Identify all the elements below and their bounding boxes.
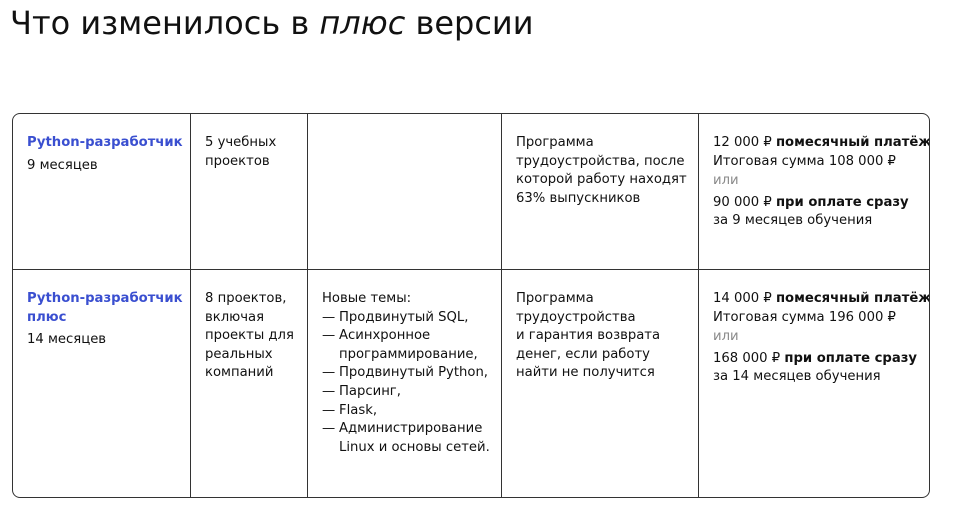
text-line: найти не получится xyxy=(516,365,655,381)
topic-text: Продвинутый Python, xyxy=(339,364,488,383)
title-end: версии xyxy=(415,4,534,42)
topic-text: Администрирование Linux и основы сетей. xyxy=(339,420,490,457)
text-line: Продвинутый SQL, xyxy=(339,309,469,325)
comparison-table: Python-разработчик 9 месяцев 5 учебных прое… xyxy=(12,113,930,498)
topic-item: — Flask, xyxy=(322,402,493,421)
text-line: трудоустройства, после xyxy=(516,153,685,169)
table-cell: Программа трудоустройства и гарантия возвр… xyxy=(502,270,699,497)
bullet: — xyxy=(322,421,336,437)
text-line: трудоустройства xyxy=(516,309,636,325)
text-line: Программа xyxy=(516,135,594,150)
text-line: Python-разработчик xyxy=(27,135,183,150)
label: при оплате сразу xyxy=(775,194,909,210)
label: при оплате сразу xyxy=(784,350,918,366)
total: Итоговая сумма 196 000 ₽ xyxy=(713,309,896,325)
title: Что изменилось в плюс версии xyxy=(10,0,534,46)
amount: 168 000 ₽ xyxy=(713,350,781,366)
label: помесячный платёж xyxy=(775,135,930,150)
or: или xyxy=(713,173,739,189)
monthly-price: 14 000 ₽ помесячный платёж xyxy=(713,290,929,309)
text-line: включая xyxy=(205,309,265,325)
duration: 9 месяцев xyxy=(27,157,98,173)
text-line: которой работу находят xyxy=(516,172,687,188)
table-cell: Новые темы: — Продвинутый SQL, — Асинхронное… xyxy=(308,270,502,497)
topic-item: — Парсинг, xyxy=(322,383,493,402)
table-cell: 12 000 ₽ помесячный платёж Итоговая сумма… xyxy=(699,114,929,270)
text-line: 5 учебных xyxy=(205,135,277,150)
amount: 90 000 ₽ xyxy=(713,194,772,210)
bullet: — xyxy=(322,402,336,418)
text-line: Парсинг, xyxy=(339,383,401,399)
total: Итоговая сумма 108 000 ₽ xyxy=(713,153,896,169)
topic-text: Flask, xyxy=(339,402,377,421)
table-cell: 8 проектов, включая проекты для реальных ком… xyxy=(191,270,308,497)
text-line: плюс xyxy=(27,309,67,325)
text-line: реальных xyxy=(205,346,273,362)
term: за 9 месяцев обучения xyxy=(713,213,873,229)
text-line: проекты для xyxy=(205,328,294,344)
table-cell: Python-разработчик плюс 14 месяцев xyxy=(13,270,191,497)
bullet: — xyxy=(322,328,336,344)
upfront-price: 90 000 ₽ при оплате сразу xyxy=(713,194,921,213)
topic-text: Продвинутый SQL, xyxy=(339,309,468,328)
text-line: Python-разработчик xyxy=(27,291,183,306)
text-line: Продвинутый Python, xyxy=(339,365,489,381)
text-line: и гарантия возврата xyxy=(516,328,661,344)
text-line: Flask, xyxy=(339,402,378,418)
label: помесячный платёж xyxy=(775,291,930,306)
bullet: — xyxy=(322,309,336,325)
title-emphasis: плюс xyxy=(319,4,406,42)
bullet: — xyxy=(322,365,336,381)
text-line: компаний xyxy=(205,365,274,381)
text-line: проектов xyxy=(205,153,270,169)
topic-item: — Асинхронное программирование, xyxy=(322,327,493,364)
text-line: 63% выпускников xyxy=(516,190,641,206)
text-line: Администрирование xyxy=(339,421,483,437)
upfront-price: 168 000 ₽ при оплате сразу xyxy=(713,350,921,369)
amount: 12 000 ₽ xyxy=(713,135,772,150)
text-line: Программа xyxy=(516,291,594,306)
or: или xyxy=(713,329,739,345)
term: за 14 месяцев обучения xyxy=(713,369,881,385)
text-line: 8 проектов, xyxy=(205,291,287,306)
topic-item: — Продвинутый SQL, xyxy=(322,309,493,328)
table-cell: 5 учебных проектов xyxy=(191,114,308,270)
title-text: Что изменилось в xyxy=(10,4,310,42)
text-line: денег, если работу xyxy=(516,346,650,362)
topics-heading: Новые темы: xyxy=(322,291,412,306)
text-line: Асинхронное xyxy=(339,328,431,344)
monthly-price: 12 000 ₽ помесячный платёж xyxy=(713,134,929,153)
text-line: программирование, xyxy=(339,346,478,362)
topic-item: — Администрирование Linux и основы сетей. xyxy=(322,420,493,457)
amount: 14 000 ₽ xyxy=(713,291,772,306)
topic-text: Парсинг, xyxy=(339,383,401,402)
topic-item: — Продвинутый Python, xyxy=(322,364,493,383)
bullet: — xyxy=(322,383,336,399)
text-line: Linux и основы сетей. xyxy=(339,439,490,455)
duration: 14 месяцев xyxy=(27,332,107,348)
table-cell: Python-разработчик 9 месяцев xyxy=(13,114,191,270)
table-cell xyxy=(308,114,502,270)
table-cell: 14 000 ₽ помесячный платёж Итоговая сумма… xyxy=(699,270,929,497)
table-cell: Программа трудоустройства, после которой р… xyxy=(502,114,699,270)
topic-text: Асинхронное программирование, xyxy=(339,327,478,364)
